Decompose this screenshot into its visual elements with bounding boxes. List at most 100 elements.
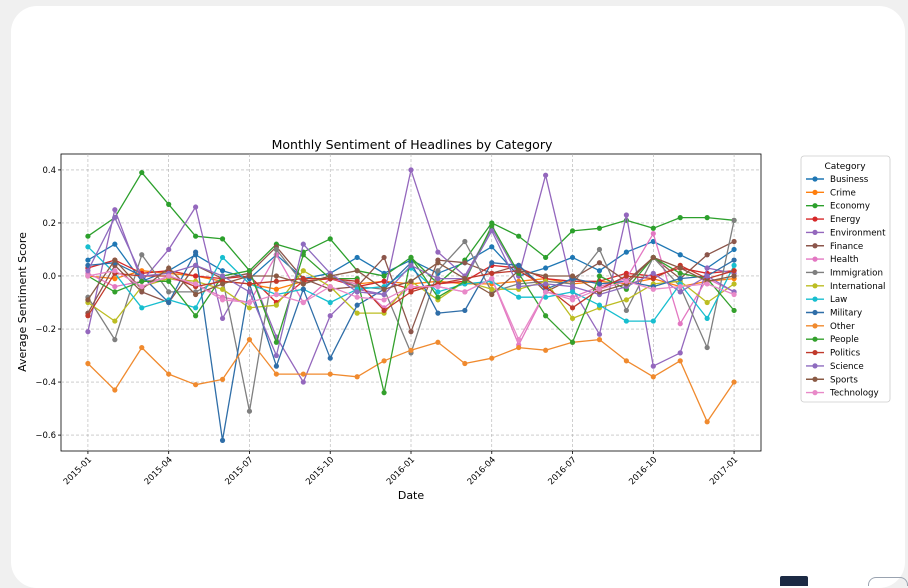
data-point xyxy=(543,281,549,287)
data-point xyxy=(543,313,549,319)
data-point xyxy=(246,337,253,343)
data-point xyxy=(731,238,737,245)
legend-entry-label: Politics xyxy=(830,349,861,359)
data-point xyxy=(327,371,333,377)
data-point xyxy=(623,318,629,324)
data-point xyxy=(193,305,199,311)
data-point xyxy=(354,302,360,308)
x-tick-label: 2016-01 xyxy=(385,455,417,487)
data-point xyxy=(516,337,522,343)
data-point xyxy=(462,276,468,282)
data-point xyxy=(650,363,656,369)
data-point xyxy=(273,339,279,345)
data-point xyxy=(569,289,576,295)
data-point xyxy=(569,283,576,290)
data-point xyxy=(704,299,710,306)
x-tick-label: 2015-07 xyxy=(223,455,255,487)
data-point xyxy=(596,273,603,279)
data-point xyxy=(462,238,468,245)
legend-swatch-marker xyxy=(812,283,818,289)
data-point xyxy=(650,270,656,276)
y-axis: −0.6 −0.4 −0.2 0.0 0.2 0.4 xyxy=(35,166,61,441)
data-point xyxy=(489,270,495,276)
legend-entry-label: Military xyxy=(830,309,862,319)
data-point xyxy=(543,254,549,261)
data-point xyxy=(516,233,522,239)
data-point xyxy=(300,281,306,287)
legend-swatch-marker xyxy=(812,243,818,249)
legend-entry-label: Finance xyxy=(830,242,863,252)
data-point xyxy=(273,286,279,292)
data-point xyxy=(489,244,495,250)
data-point xyxy=(219,236,226,242)
legend-entry-label: Technology xyxy=(829,389,879,399)
data-point xyxy=(166,299,172,306)
data-point xyxy=(543,347,549,353)
data-point xyxy=(166,273,172,279)
data-point xyxy=(219,315,226,322)
data-point xyxy=(435,289,441,295)
data-point xyxy=(112,207,118,213)
data-point xyxy=(193,249,199,255)
y-tick-label: −0.4 xyxy=(35,378,56,388)
data-point xyxy=(731,268,737,274)
legend-swatch-marker xyxy=(812,376,818,382)
data-point xyxy=(516,268,522,274)
data-point xyxy=(246,273,253,279)
data-point xyxy=(85,257,91,263)
data-point xyxy=(193,281,199,287)
data-point xyxy=(381,286,387,292)
legend-swatch-marker xyxy=(812,203,818,209)
data-point xyxy=(462,260,468,266)
data-point xyxy=(112,283,118,290)
data-point xyxy=(650,230,656,237)
data-point xyxy=(408,347,414,353)
data-point xyxy=(677,350,683,356)
legend: Category Business Crime Economy Energy Envir… xyxy=(800,155,891,403)
legend-entry-label: Health xyxy=(830,255,859,265)
data-point xyxy=(85,244,91,250)
data-point xyxy=(273,363,279,369)
series-people xyxy=(85,222,737,396)
data-point xyxy=(85,273,91,279)
data-point xyxy=(623,358,629,364)
legend-entry-label: Crime xyxy=(830,188,856,198)
data-point xyxy=(677,289,683,295)
data-point xyxy=(435,268,441,274)
data-point xyxy=(731,307,737,314)
data-point xyxy=(219,273,226,279)
data-point xyxy=(273,273,279,279)
data-point xyxy=(408,262,414,268)
data-point xyxy=(219,376,226,383)
data-point xyxy=(219,254,226,261)
data-point xyxy=(623,273,629,279)
legend-entry-label: Sports xyxy=(830,375,858,385)
data-point xyxy=(354,289,360,295)
data-point xyxy=(677,265,683,271)
data-point xyxy=(408,283,414,290)
data-point xyxy=(704,252,710,258)
data-point xyxy=(193,204,199,210)
data-point xyxy=(246,299,253,306)
data-point xyxy=(596,331,603,337)
x-tick-label: 2016-04 xyxy=(466,455,498,487)
data-point xyxy=(489,291,495,298)
data-point xyxy=(85,233,91,239)
data-point xyxy=(300,299,306,306)
legend-entry-label: Energy xyxy=(830,215,860,225)
y-tick-label: 0.4 xyxy=(42,166,56,176)
data-point xyxy=(569,315,576,322)
data-point xyxy=(704,315,710,322)
data-point xyxy=(435,339,441,345)
data-point xyxy=(569,254,576,261)
data-point xyxy=(166,201,172,207)
data-point xyxy=(273,278,279,284)
series-environment xyxy=(85,167,737,385)
data-point xyxy=(543,289,549,295)
data-point xyxy=(543,294,549,300)
data-point xyxy=(623,297,629,303)
data-point xyxy=(408,289,414,295)
data-point xyxy=(112,289,118,295)
data-point xyxy=(112,268,118,274)
data-point xyxy=(731,291,737,298)
